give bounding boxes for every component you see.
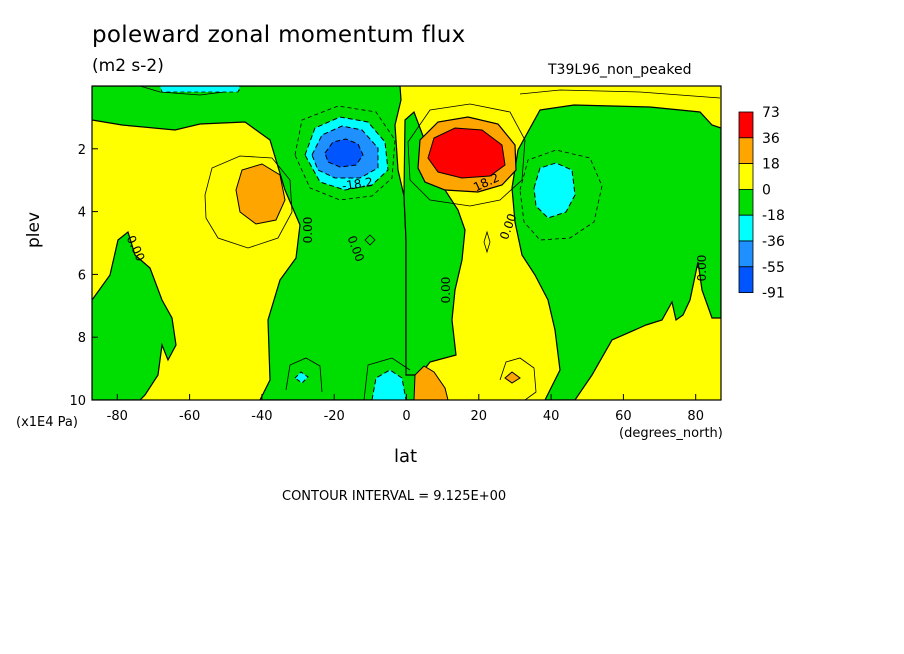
top-dashed-strip bbox=[159, 86, 241, 93]
diamond-north bbox=[483, 230, 491, 254]
fill-red-north bbox=[427, 127, 506, 179]
contour-label: 0.00 bbox=[301, 217, 315, 244]
x-tick-label: 60 bbox=[615, 409, 632, 424]
contour-label: -18.2 bbox=[341, 175, 374, 193]
x-tick-label: 20 bbox=[471, 409, 488, 424]
y-tick-label: 8 bbox=[78, 331, 86, 346]
x-ticks: -80 -60 -40 -20 0 20 40 60 80 bbox=[107, 394, 704, 424]
colorbar-swatch bbox=[738, 111, 754, 139]
x-axis-label: lat bbox=[394, 446, 418, 467]
x-tick-label: 0 bbox=[402, 409, 410, 424]
x-tick-label: 40 bbox=[543, 409, 560, 424]
fill-cyan-surface bbox=[371, 369, 407, 400]
y-ticks: 2 4 6 8 10 bbox=[69, 143, 98, 409]
contour-fills bbox=[92, 86, 721, 400]
x-axis-units: (degrees_north) bbox=[619, 426, 723, 441]
colorbar-swatch bbox=[738, 214, 754, 242]
diamond-south bbox=[364, 234, 376, 246]
fill-orange-surface bbox=[413, 365, 449, 400]
y-axis-units: (x1E4 Pa) bbox=[16, 415, 78, 430]
contour-interval: CONTOUR INTERVAL = 9.125E+00 bbox=[282, 489, 507, 504]
colorbar-level-label: 36 bbox=[762, 131, 780, 147]
x-tick-label: -60 bbox=[179, 409, 200, 424]
x-tick-label: 80 bbox=[687, 409, 704, 424]
x-tick-label: -80 bbox=[107, 409, 128, 424]
colorbar-swatch bbox=[738, 188, 754, 216]
chart-units: (m2 s-2) bbox=[92, 56, 164, 76]
y-tick-label: 6 bbox=[78, 268, 86, 283]
colorbar-level-label: -18 bbox=[762, 208, 785, 224]
contour-label: 0.00 bbox=[439, 277, 453, 304]
colorbar: 73 36 18 0 -18 -36 -55 -91 bbox=[738, 105, 785, 302]
colorbar-level-label: -55 bbox=[762, 260, 785, 276]
fill-orange-speck bbox=[504, 371, 521, 384]
y-tick-label: 4 bbox=[78, 206, 86, 221]
colorbar-swatch bbox=[738, 163, 754, 190]
colorbar-swatch bbox=[738, 266, 754, 293]
colorbar-level-label: -36 bbox=[762, 234, 785, 250]
run-label: T39L96_non_peaked bbox=[548, 62, 692, 78]
fill-cyan-speck bbox=[294, 371, 309, 384]
x-tick-label: -40 bbox=[251, 409, 272, 424]
fill-orange-south bbox=[235, 163, 286, 225]
colorbar-swatch bbox=[738, 137, 754, 165]
y-tick-label: 2 bbox=[78, 143, 86, 158]
contour-lines bbox=[139, 86, 721, 400]
colorbar-level-label: 18 bbox=[762, 157, 780, 173]
x-tick-label: -20 bbox=[324, 409, 345, 424]
fill-green-south-edge bbox=[92, 230, 177, 400]
fill-cyan-north bbox=[533, 162, 576, 219]
colorbar-level-label: -91 bbox=[762, 286, 785, 302]
fill-darkblue-south bbox=[324, 138, 364, 168]
y-tick-label: 10 bbox=[69, 394, 86, 409]
colorbar-level-label: 73 bbox=[762, 105, 780, 121]
colorbar-swatch bbox=[738, 240, 754, 268]
chart-title: poleward zonal momentum flux bbox=[92, 22, 466, 48]
contour-label: 0.00 bbox=[695, 255, 709, 282]
colorbar-level-label: 0 bbox=[762, 182, 771, 198]
